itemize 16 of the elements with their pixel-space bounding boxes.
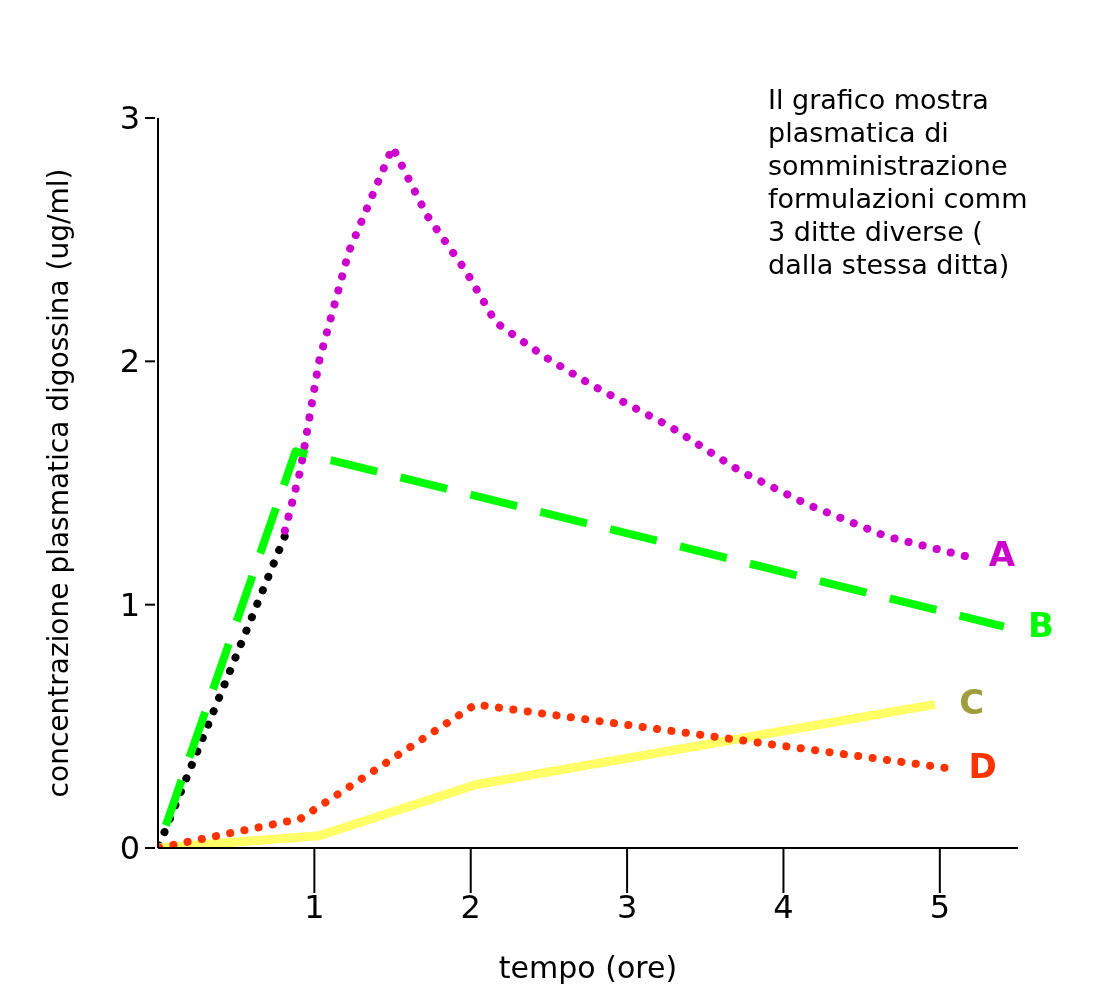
y-tick-label: 3 xyxy=(119,99,140,137)
y-tick-label: 1 xyxy=(119,585,140,624)
x-tick-label: 4 xyxy=(773,887,794,926)
series-label: D xyxy=(968,745,997,786)
x-tick-label: 1 xyxy=(304,887,325,926)
y-tick-label: 2 xyxy=(119,342,140,381)
y-tick-label: 0 xyxy=(119,829,140,867)
x-tick-label: 3 xyxy=(616,887,638,926)
x-tick-label: 5 xyxy=(929,887,950,926)
series-label: B xyxy=(1027,604,1054,645)
series-label: C xyxy=(959,682,985,723)
x-tick-label: 2 xyxy=(460,887,481,926)
y-axis-title: concentrazione plasmatica digossina (ug/ml) xyxy=(41,168,75,798)
series-label: A xyxy=(988,534,1016,574)
annotation: Il grafico mostra plasmatica di somministrazione formulazioni comm 3 ditte diverse ( dalla stessa ditta) xyxy=(768,83,1028,281)
x-axis-title: tempo (ore) xyxy=(498,950,678,985)
